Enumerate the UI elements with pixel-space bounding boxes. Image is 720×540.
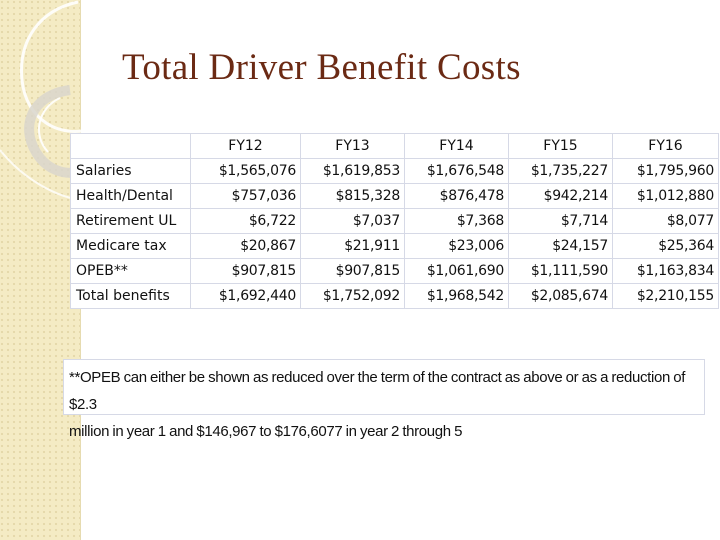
row-label: Salaries [70,158,191,184]
column-header: FY13 [300,133,405,159]
table-cell: $20,867 [190,233,301,259]
table-row: Retirement UL $6,722 $7,037 $7,368 $7,71… [70,208,719,234]
table-cell: $1,752,092 [300,283,405,309]
table-cell: $1,619,853 [300,158,405,184]
table-cell: $1,111,590 [508,258,613,284]
slide-title: Total Driver Benefit Costs [122,47,521,88]
table-cell: $25,364 [612,233,719,259]
table-row: Salaries $1,565,076 $1,619,853 $1,676,54… [70,158,719,184]
table-row: Total benefits $1,692,440 $1,752,092 $1,… [70,283,719,309]
table-cell: $7,714 [508,208,613,234]
table-cell: $907,815 [190,258,301,284]
table-cell: $23,006 [404,233,509,259]
table-cell: $7,037 [300,208,405,234]
table-cell: $8,077 [612,208,719,234]
table-cell: $815,328 [300,183,405,209]
row-label: Health/Dental [70,183,191,209]
table-header-row: FY12 FY13 FY14 FY15 FY16 [70,133,719,159]
table-cell: $1,163,834 [612,258,719,284]
table-cell: $1,968,542 [404,283,509,309]
table-cell: $1,735,227 [508,158,613,184]
row-label: Retirement UL [70,208,191,234]
table-corner-cell [70,133,191,159]
table-cell: $876,478 [404,183,509,209]
row-label: Total benefits [70,283,191,309]
benefit-costs-table: FY12 FY13 FY14 FY15 FY16 Salaries $1,565… [70,133,719,309]
footnote-line: million in year 1 and $146,967 to $176,6… [69,423,463,440]
decorative-side-band [0,0,81,540]
table-cell: $2,210,155 [612,283,719,309]
table-cell: $24,157 [508,233,613,259]
row-label: Medicare tax [70,233,191,259]
opeb-footnote-box: **OPEB can either be shown as reduced ov… [63,359,705,440]
table-cell: $1,061,690 [404,258,509,284]
table-row: Health/Dental $757,036 $815,328 $876,478… [70,183,719,209]
table-row: Medicare tax $20,867 $21,911 $23,006 $24… [70,233,719,259]
table-cell: $1,565,076 [190,158,301,184]
column-header: FY12 [190,133,301,159]
table-cell: $21,911 [300,233,405,259]
table-cell: $942,214 [508,183,613,209]
row-label: OPEB** [70,258,191,284]
column-header: FY14 [404,133,509,159]
table-row: OPEB** $907,815 $907,815 $1,061,690 $1,1… [70,258,719,284]
column-header: FY16 [612,133,719,159]
column-header: FY15 [508,133,613,159]
table-cell: $2,085,674 [508,283,613,309]
table-cell: $1,692,440 [190,283,301,309]
table-cell: $6,722 [190,208,301,234]
table-cell: $757,036 [190,183,301,209]
footnote-line: **OPEB can either be shown as reduced ov… [69,369,686,413]
table-cell: $1,676,548 [404,158,509,184]
table-cell: $1,795,960 [612,158,719,184]
table-cell: $1,012,880 [612,183,719,209]
table-cell: $907,815 [300,258,405,284]
table-cell: $7,368 [404,208,509,234]
